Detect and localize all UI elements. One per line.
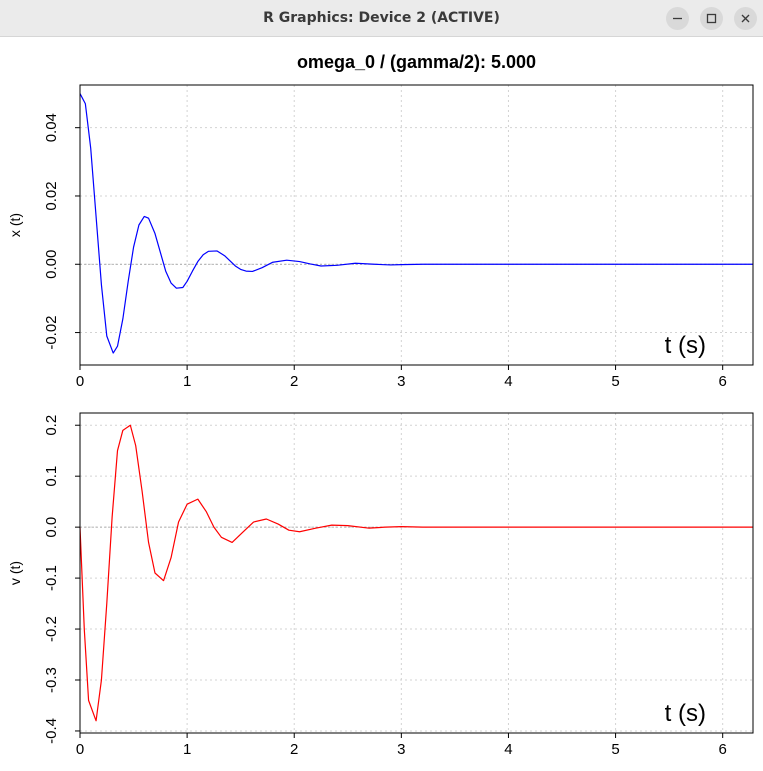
x-tick-label: 1 <box>183 373 191 390</box>
y-tick-label: -0.2 <box>43 616 60 642</box>
y-tick-label: -0.1 <box>43 565 60 591</box>
y-tick-label: 0.1 <box>43 466 60 487</box>
y-tick-label: 0.02 <box>43 181 60 210</box>
x-tick-label: 5 <box>611 741 619 758</box>
x-tick-label: 6 <box>719 373 727 390</box>
x-tick-label: 3 <box>397 741 405 758</box>
x-tick-label: 4 <box>504 741 512 758</box>
x-tick-label: 0 <box>76 373 84 390</box>
plot-canvas: 0 1 2 3 4 5 6-0.020.000.020.04x (t)t (s)omega_… <box>7 52 754 758</box>
y-tick-label: -0.3 <box>43 667 60 693</box>
y-tick-label: 0.04 <box>43 113 60 142</box>
minimize-button[interactable] <box>666 7 689 30</box>
x-tick-label: 4 <box>504 373 512 390</box>
y-tick-label: 0.2 <box>43 415 60 436</box>
x-tick-label: 6 <box>719 741 727 758</box>
close-button[interactable] <box>734 7 757 30</box>
y-tick-label: 0.00 <box>43 250 60 279</box>
x-tick-label: 3 <box>397 373 405 390</box>
axis-annotation: t (s) <box>665 700 706 727</box>
chart-panel-1: 0 1 2 3 4 5 6 -0.02 0.00 0.02 0.04 x (t) t (s) omega_… <box>7 52 754 390</box>
plot-frame <box>79 412 754 734</box>
chart-panel-2: 0 1 2 3 4 5 6 -0.4 -0.3 -0.2 -0.1 0.0 0.1 0.2 v (t) t (… <box>7 412 754 758</box>
plot-frame <box>79 84 754 366</box>
x-tick-label: 1 <box>183 741 191 758</box>
window-title: R Graphics: Device 2 (ACTIVE) <box>263 10 500 26</box>
y-axis-label: x (t) <box>7 213 23 237</box>
window-titlebar: R Graphics: Device 2 (ACTIVE) <box>0 0 763 37</box>
x-tick-label: 2 <box>290 373 298 390</box>
close-icon <box>741 14 750 23</box>
y-tick-label: -0.02 <box>43 315 60 349</box>
x-tick-label: 5 <box>611 373 619 390</box>
y-axis-label: v (t) <box>7 561 23 585</box>
y-tick-label: 0.0 <box>43 517 60 538</box>
chart-title: omega_0 / (gamma/2): 5.000 <box>297 52 536 72</box>
maximize-icon <box>706 13 717 24</box>
axis-annotation: t (s) <box>665 332 706 359</box>
y-tick-label: -0.4 <box>43 718 60 744</box>
maximize-button[interactable] <box>700 7 723 30</box>
x-tick-label: 2 <box>290 741 298 758</box>
x-tick-label: 0 <box>76 741 84 758</box>
minimize-icon <box>673 17 682 20</box>
series-line <box>79 93 753 354</box>
series-line <box>79 424 753 722</box>
